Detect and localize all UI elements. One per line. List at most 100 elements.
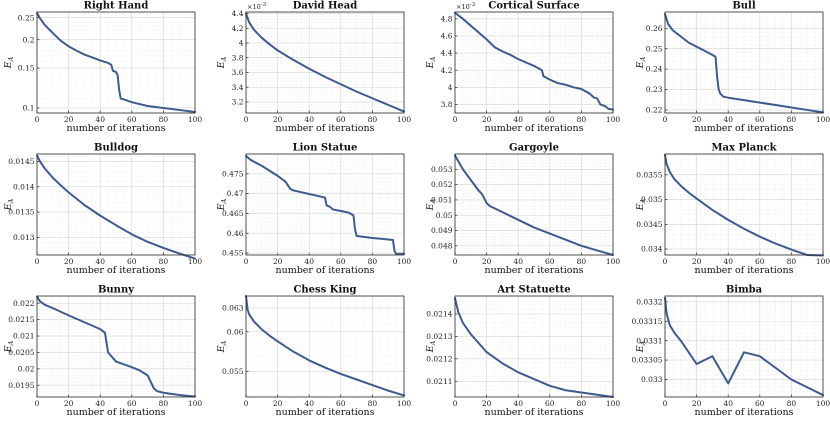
y-tick-label: 0.048 bbox=[431, 241, 453, 250]
y-tick-label: 0.0332 bbox=[636, 297, 662, 306]
series-line bbox=[664, 13, 824, 114]
x-tick-label: 40 bbox=[513, 115, 523, 124]
x-tick-label: 40 bbox=[304, 257, 314, 266]
y-tick-label: 0.051 bbox=[431, 196, 452, 205]
x-tick-label: 100 bbox=[397, 399, 412, 408]
y-tick-label: 0.022 bbox=[13, 299, 35, 308]
chart-title: Right Hand bbox=[84, 1, 149, 12]
chart-title: Lion Statue bbox=[293, 143, 358, 154]
y-tick-label: 0.465 bbox=[222, 209, 244, 218]
x-axis-label: number of iterations bbox=[66, 407, 165, 418]
x-axis-label: number of iterations bbox=[275, 407, 374, 418]
x-tick-label: 40 bbox=[304, 115, 314, 124]
series-line bbox=[36, 154, 196, 260]
y-tick-label: 4 bbox=[448, 83, 453, 92]
chart-title: Max Planck bbox=[711, 143, 777, 154]
x-tick-label: 80 bbox=[368, 115, 378, 124]
y-tick-label: 4.6 bbox=[441, 32, 453, 41]
chart-title: Bimba bbox=[726, 285, 763, 296]
plot-frame bbox=[454, 11, 614, 114]
subplot-right-hand: 0 20 40 60 80 100 0.1 0.15 0.2 0.25 Right Hand numb… bbox=[3, 1, 202, 135]
x-tick-label: 60 bbox=[336, 399, 346, 408]
y-tick-label: 0.053 bbox=[431, 165, 453, 174]
x-tick-label: 40 bbox=[723, 115, 733, 124]
chart-title: Art Statuette bbox=[496, 285, 570, 296]
x-tick-label: 20 bbox=[64, 257, 74, 266]
x-tick-label: 100 bbox=[188, 115, 203, 124]
x-tick-label: 60 bbox=[545, 257, 555, 266]
x-tick-label: 20 bbox=[482, 399, 492, 408]
y-tick-label: 0.0213 bbox=[426, 332, 452, 341]
y-exponent-label: ×10-3 bbox=[247, 2, 267, 11]
series-line bbox=[664, 153, 824, 257]
y-tick-label: 0.0345 bbox=[636, 220, 662, 229]
y-axis-label: EA bbox=[635, 56, 647, 69]
y-tick-label: 0.0145 bbox=[8, 157, 34, 166]
subplot-lion-statue: 0 20 40 60 80 100 0.455 0.46 0.465 0.47 0.475 Lion … bbox=[216, 143, 411, 277]
series-line bbox=[245, 154, 405, 255]
y-tick-label: 0.0135 bbox=[8, 208, 34, 217]
x-axis-label: number of iterations bbox=[66, 123, 165, 134]
x-tick-label: 60 bbox=[755, 115, 765, 124]
x-tick-label: 100 bbox=[397, 115, 412, 124]
y-axis-label: EA bbox=[216, 56, 228, 69]
subplot-gargoyle: 0 20 40 60 80 100 0.048 0.049 0.05 0.051 0.052 0.05… bbox=[425, 143, 620, 277]
x-tick-label: 100 bbox=[188, 257, 203, 266]
x-tick-label: 80 bbox=[577, 399, 587, 408]
series-line bbox=[454, 11, 614, 111]
y-tick-label: 0.455 bbox=[222, 249, 244, 258]
x-tick-label: 0 bbox=[244, 399, 249, 408]
x-tick-label: 40 bbox=[513, 257, 523, 266]
y-tick-label: 0.0331 bbox=[636, 336, 662, 345]
y-tick-label: 4.8 bbox=[441, 14, 453, 23]
series-line bbox=[664, 296, 824, 397]
x-tick-label: 0 bbox=[453, 115, 458, 124]
x-tick-label: 0 bbox=[663, 115, 668, 124]
plot-frame bbox=[245, 11, 405, 114]
x-axis-label: number of iterations bbox=[484, 123, 583, 134]
series-line bbox=[245, 12, 405, 113]
x-axis-label: number of iterations bbox=[484, 407, 583, 418]
x-tick-label: 100 bbox=[397, 257, 412, 266]
x-tick-label: 80 bbox=[368, 257, 378, 266]
x-tick-label: 20 bbox=[692, 115, 702, 124]
y-tick-label: 0.25 bbox=[646, 44, 663, 53]
series-line bbox=[36, 295, 196, 398]
chart-title: Bull bbox=[732, 1, 756, 12]
y-tick-label: 0.47 bbox=[227, 189, 244, 198]
x-tick-label: 100 bbox=[816, 115, 830, 124]
x-tick-label: 60 bbox=[336, 115, 346, 124]
y-tick-label: 0.03305 bbox=[631, 356, 662, 365]
plot-frame bbox=[36, 153, 196, 256]
series-line bbox=[245, 295, 405, 397]
x-tick-label: 60 bbox=[336, 257, 346, 266]
x-tick-label: 40 bbox=[304, 399, 314, 408]
x-tick-label: 40 bbox=[95, 257, 105, 266]
subplot-bull: 0 20 40 60 80 100 0.22 0.23 0.24 0.25 0.26 Bull numb… bbox=[635, 1, 830, 135]
x-tick-label: 20 bbox=[64, 399, 74, 408]
y-tick-label: 0.034 bbox=[641, 245, 663, 254]
y-tick-label: 3.8 bbox=[441, 100, 453, 109]
x-axis-label: number of iterations bbox=[694, 265, 793, 276]
subplot-max-planck: 0 20 40 60 80 100 0.034 0.0345 0.035 0.0355 Max Pl… bbox=[635, 143, 830, 277]
y-tick-label: 0.03315 bbox=[631, 317, 662, 326]
y-axis-label: EA bbox=[216, 340, 228, 353]
plot-frame bbox=[245, 295, 405, 398]
x-axis-label: number of iterations bbox=[275, 123, 374, 134]
x-tick-label: 80 bbox=[787, 115, 797, 124]
y-tick-label: 0.035 bbox=[641, 195, 663, 204]
x-tick-label: 0 bbox=[453, 399, 458, 408]
x-tick-label: 20 bbox=[692, 399, 702, 408]
y-tick-label: 0.052 bbox=[431, 180, 453, 189]
chart-title: Chess King bbox=[293, 285, 356, 296]
y-tick-label: 0.0212 bbox=[426, 354, 452, 363]
y-tick-label: 0.475 bbox=[222, 169, 244, 178]
y-tick-label: 3.4 bbox=[232, 83, 244, 92]
plot-frame bbox=[664, 11, 824, 114]
x-axis-label: number of iterations bbox=[694, 123, 793, 134]
x-tick-label: 60 bbox=[127, 115, 137, 124]
x-tick-label: 80 bbox=[577, 115, 587, 124]
y-tick-label: 0.06 bbox=[227, 327, 244, 336]
x-tick-label: 0 bbox=[453, 257, 458, 266]
y-tick-label: 0.23 bbox=[646, 85, 663, 94]
